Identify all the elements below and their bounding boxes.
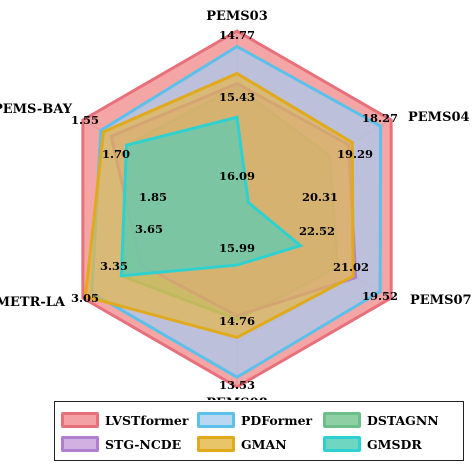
tick-label: 3.65 [135, 222, 163, 236]
tick-label: 14.77 [219, 28, 255, 42]
tick-label: 14.76 [219, 314, 255, 328]
axis-label-pems07: PEMS07 [410, 293, 472, 308]
legend-item-stg-ncde: STG-NCDE [61, 434, 181, 454]
tick-label: 1.85 [139, 190, 167, 204]
tick-label: 3.05 [71, 291, 99, 305]
legend-item-lvstformer: LVSTformer [61, 410, 188, 430]
legend-swatch [197, 412, 235, 428]
legend-label: GMAN [241, 436, 287, 452]
legend-label: DSTAGNN [367, 412, 439, 428]
tick-label: 21.02 [333, 260, 369, 274]
tick-label: 1.70 [102, 147, 130, 161]
axis-label-pems03: PEMS03 [206, 9, 268, 24]
radar-chart: PEMS03PEMS04PEMS07PEMS08METR-LAPEMS-BAY1… [0, 9, 472, 400]
tick-label: 19.29 [337, 147, 373, 161]
legend-swatch [61, 412, 99, 428]
tick-label: 3.35 [100, 259, 128, 273]
radar-labels: PEMS03PEMS04PEMS07PEMS08METR-LAPEMS-BAY1… [0, 9, 472, 400]
legend-label: STG-NCDE [105, 436, 182, 452]
legend-item-gman: GMAN [197, 434, 287, 454]
legend: LVSTformer PDFormer DSTAGNN STG-NCDE GMA… [54, 401, 464, 461]
axis-label-pems04: PEMS04 [408, 110, 470, 125]
radar-series [81, 29, 393, 389]
axis-label-pems-bay: PEMS-BAY [0, 102, 73, 117]
legend-item-pdformer: PDFormer [197, 410, 312, 430]
tick-label: 15.99 [219, 241, 255, 255]
legend-label: GMSDR [367, 436, 422, 452]
tick-label: 18.27 [362, 111, 398, 125]
series-gmsdr [119, 115, 304, 278]
tick-label: 16.09 [219, 169, 255, 183]
legend-swatch [61, 436, 99, 452]
tick-label: 22.52 [299, 224, 335, 238]
tick-label: 13.53 [219, 378, 255, 392]
legend-swatch [197, 436, 235, 452]
legend-label: LVSTformer [105, 412, 189, 428]
axis-label-pems08: PEMS08 [206, 396, 268, 400]
axis-label-metr-la: METR-LA [0, 295, 66, 310]
tick-label: 15.43 [219, 90, 255, 104]
tick-label: 19.52 [362, 289, 398, 303]
tick-label: 20.31 [302, 190, 338, 204]
tick-label: 1.55 [71, 113, 99, 127]
legend-item-dstagnn: DSTAGNN [323, 410, 439, 430]
legend-label: PDFormer [241, 412, 313, 428]
legend-swatch [323, 436, 361, 452]
legend-swatch [323, 412, 361, 428]
legend-item-gmsdr: GMSDR [323, 434, 422, 454]
